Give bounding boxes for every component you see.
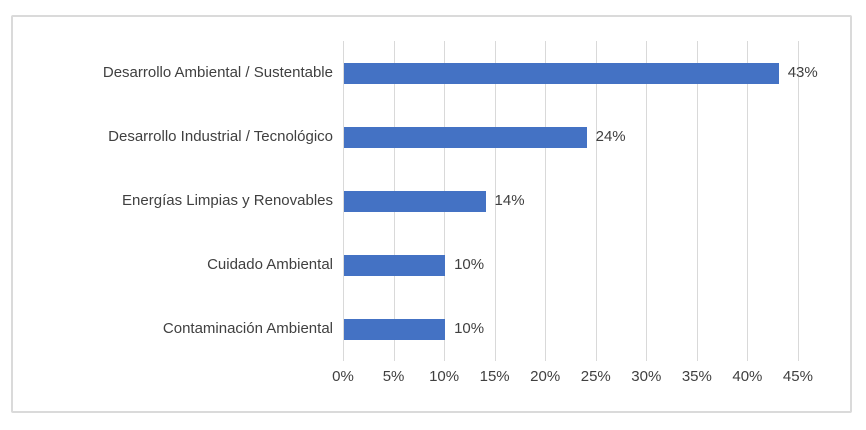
category-label: Cuidado Ambiental <box>207 256 333 273</box>
category-label: Desarrollo Industrial / Tecnológico <box>108 128 333 145</box>
gridline <box>343 41 344 361</box>
x-tick-label: 0% <box>332 368 354 385</box>
x-tick-label: 35% <box>681 368 712 385</box>
gridline <box>747 41 749 361</box>
gridline <box>545 41 547 361</box>
x-tick-label: 5% <box>382 368 405 385</box>
bar <box>344 318 446 340</box>
category-label: Energías Limpias y Renovables <box>122 192 333 209</box>
plot-area: 0% 5% 10% 15% 20% 25% 30% 35% 40% 45% Desarrollo A… <box>13 17 850 411</box>
bar <box>344 254 446 276</box>
bar <box>344 126 587 148</box>
x-tick-label: 15% <box>479 368 510 385</box>
data-label: 10% <box>454 256 485 273</box>
data-label: 43% <box>787 64 818 81</box>
x-tick-label: 45% <box>782 368 813 385</box>
x-tick-label: 20% <box>530 368 561 385</box>
x-tick-label: 25% <box>580 368 611 385</box>
x-tick-label: 30% <box>631 368 662 385</box>
x-tick-label: 40% <box>732 368 763 385</box>
category-label: Desarrollo Ambiental / Sustentable <box>102 64 333 81</box>
data-label: 10% <box>454 320 485 337</box>
x-tick-label: 10% <box>429 368 460 385</box>
gridline <box>646 41 648 361</box>
bar <box>344 62 779 84</box>
gridline <box>595 41 597 361</box>
category-label: Contaminación Ambiental <box>162 320 333 337</box>
data-label: 24% <box>595 128 626 145</box>
gridline <box>494 41 496 361</box>
chart-frame: 0% 5% 10% 15% 20% 25% 30% 35% 40% 45% Desarrollo A… <box>11 15 852 413</box>
bar <box>344 190 486 212</box>
gridline <box>696 41 698 361</box>
gridline <box>797 41 799 361</box>
data-label: 14% <box>494 192 525 209</box>
